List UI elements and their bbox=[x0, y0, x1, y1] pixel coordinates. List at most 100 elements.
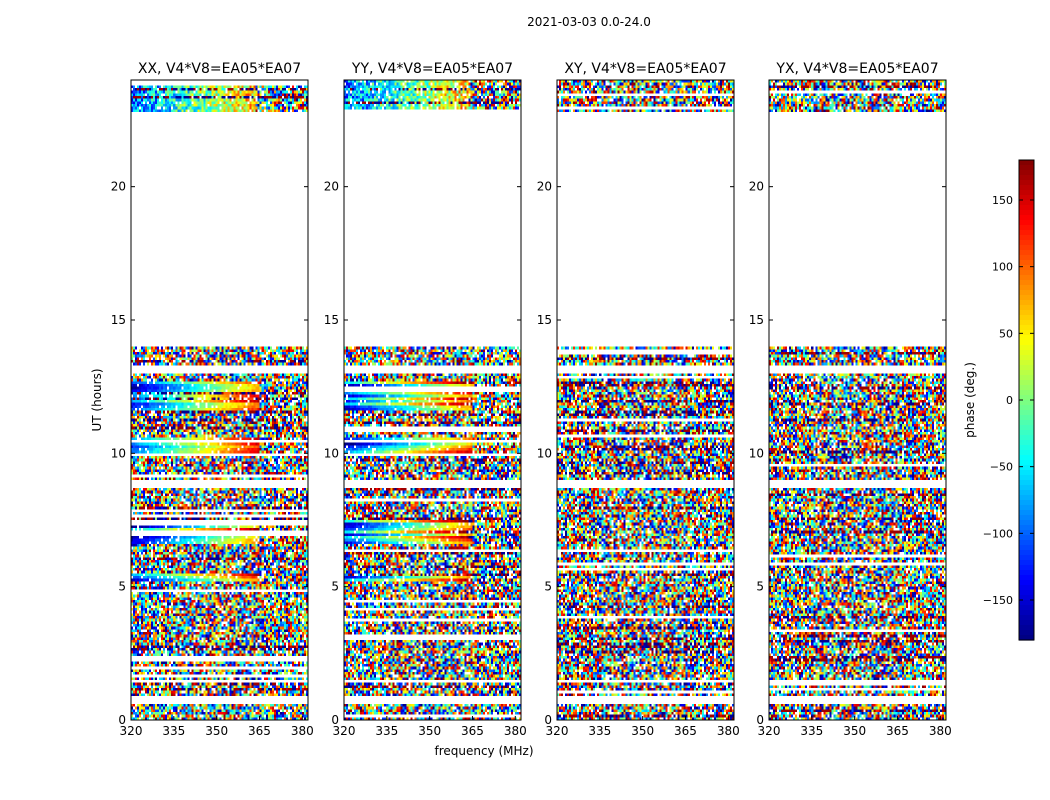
colorbar-segment bbox=[1019, 305, 1034, 311]
colorbar-segment bbox=[1019, 405, 1034, 411]
y-tick-label: 15 bbox=[749, 313, 764, 327]
colorbar-segment bbox=[1019, 365, 1034, 371]
x-tick-label: 335 bbox=[375, 724, 398, 738]
colorbar-segment bbox=[1019, 360, 1034, 366]
colorbar-segment bbox=[1019, 585, 1034, 591]
colorbar-segment bbox=[1019, 190, 1034, 196]
y-tick-label: 0 bbox=[756, 713, 764, 727]
colorbar-tick-label: 150 bbox=[992, 194, 1013, 207]
colorbar-segment bbox=[1019, 515, 1034, 521]
colorbar-segment bbox=[1019, 460, 1034, 466]
colorbar-segment bbox=[1019, 625, 1034, 631]
x-tick-label: 320 bbox=[120, 724, 143, 738]
colorbar-segment bbox=[1019, 315, 1034, 321]
colorbar-segment bbox=[1019, 195, 1034, 201]
colorbar-segment bbox=[1019, 580, 1034, 586]
colorbar-segment bbox=[1019, 385, 1034, 391]
colorbar-segment bbox=[1019, 160, 1034, 166]
colorbar-segment bbox=[1019, 565, 1034, 571]
colorbar-segment bbox=[1019, 530, 1034, 536]
colorbar-segment bbox=[1019, 435, 1034, 441]
colorbar-segment bbox=[1019, 570, 1034, 576]
colorbar-segment bbox=[1019, 505, 1034, 511]
colorbar-segment bbox=[1019, 390, 1034, 396]
x-tick-label: 350 bbox=[205, 724, 228, 738]
x-tick-label: 365 bbox=[461, 724, 484, 738]
colorbar-segment bbox=[1019, 165, 1034, 171]
colorbar-segment bbox=[1019, 455, 1034, 461]
axes-frame bbox=[343, 79, 522, 721]
colorbar-segment bbox=[1019, 300, 1034, 306]
y-tick-label: 20 bbox=[324, 180, 339, 194]
colorbar-segment bbox=[1019, 635, 1034, 641]
colorbar-segment bbox=[1019, 250, 1034, 256]
colorbar-segment bbox=[1019, 275, 1034, 281]
colorbar-segment bbox=[1019, 615, 1034, 621]
heatmap-panel: XY, V4*V8=EA05*EA07 0 5 10 15 20 320 335 350 365 3… bbox=[537, 61, 740, 738]
figure-suptitle: 2021-03-03 0.0-24.0 bbox=[527, 15, 651, 29]
colorbar-segment bbox=[1019, 630, 1034, 636]
colorbar-segment bbox=[1019, 605, 1034, 611]
colorbar-segment bbox=[1019, 560, 1034, 566]
y-tick-label: 10 bbox=[111, 446, 126, 460]
panel-title: YX, V4*V8=EA05*EA07 bbox=[775, 61, 938, 77]
colorbar-segment bbox=[1019, 595, 1034, 601]
y-tick-label: 20 bbox=[749, 180, 764, 194]
colorbar-segment bbox=[1019, 555, 1034, 561]
colorbar-segment bbox=[1019, 220, 1034, 226]
y-tick-label: 5 bbox=[118, 580, 126, 594]
colorbar-segment bbox=[1019, 285, 1034, 291]
axes-frame bbox=[768, 79, 947, 721]
colorbar-segment bbox=[1019, 410, 1034, 416]
colorbar-segment bbox=[1019, 430, 1034, 436]
panel-title: YY, V4*V8=EA05*EA07 bbox=[351, 61, 513, 77]
colorbar-segment bbox=[1019, 325, 1034, 331]
x-tick-label: 380 bbox=[717, 724, 740, 738]
heatmap-panel: YX, V4*V8=EA05*EA07 0 5 10 15 20 320 335 350 365 3… bbox=[749, 61, 952, 738]
y-tick-label: 0 bbox=[118, 713, 126, 727]
colorbar-segment bbox=[1019, 600, 1034, 606]
colorbar-segment bbox=[1019, 510, 1034, 516]
x-tick-label: 320 bbox=[758, 724, 781, 738]
colorbar-segment bbox=[1019, 245, 1034, 251]
shared-x-axis-label: frequency (MHz) bbox=[434, 744, 533, 758]
colorbar-segment bbox=[1019, 485, 1034, 491]
x-tick-label: 365 bbox=[886, 724, 909, 738]
colorbar-segment bbox=[1019, 495, 1034, 501]
colorbar-tick-label: −100 bbox=[983, 527, 1013, 540]
colorbar-segment bbox=[1019, 500, 1034, 506]
colorbar-segment bbox=[1019, 480, 1034, 486]
y-tick-label: 5 bbox=[544, 580, 552, 594]
colorbar-segment bbox=[1019, 415, 1034, 421]
axes-frame bbox=[556, 79, 735, 721]
y-tick-label: 15 bbox=[324, 313, 339, 327]
colorbar-segment bbox=[1019, 370, 1034, 376]
colorbar-tick-label: −150 bbox=[983, 594, 1013, 607]
colorbar-segment bbox=[1019, 610, 1034, 616]
colorbar-segment bbox=[1019, 290, 1034, 296]
x-tick-label: 350 bbox=[631, 724, 654, 738]
heatmap-image bbox=[557, 80, 734, 720]
x-tick-label: 350 bbox=[843, 724, 866, 738]
colorbar-segment bbox=[1019, 575, 1034, 581]
colorbar-segment bbox=[1019, 240, 1034, 246]
colorbar-segment bbox=[1019, 340, 1034, 346]
colorbar-segment bbox=[1019, 295, 1034, 301]
colorbar-segment bbox=[1019, 620, 1034, 626]
colorbar-segment bbox=[1019, 345, 1034, 351]
colorbar-segment bbox=[1019, 380, 1034, 386]
heatmap-image bbox=[769, 80, 946, 720]
x-tick-label: 335 bbox=[162, 724, 185, 738]
colorbar-segment bbox=[1019, 215, 1034, 221]
colorbar-segment bbox=[1019, 535, 1034, 541]
x-tick-label: 365 bbox=[248, 724, 271, 738]
colorbar-segment bbox=[1019, 355, 1034, 361]
colorbar: −150 −100 −50 0 50 100 150 phase (deg.) bbox=[963, 159, 1035, 641]
x-tick-label: 380 bbox=[291, 724, 314, 738]
colorbar-segment bbox=[1019, 545, 1034, 551]
y-tick-label: 10 bbox=[749, 446, 764, 460]
colorbar-segment bbox=[1019, 260, 1034, 266]
colorbar-tick-label: −50 bbox=[990, 461, 1013, 474]
colorbar-segment bbox=[1019, 395, 1034, 401]
